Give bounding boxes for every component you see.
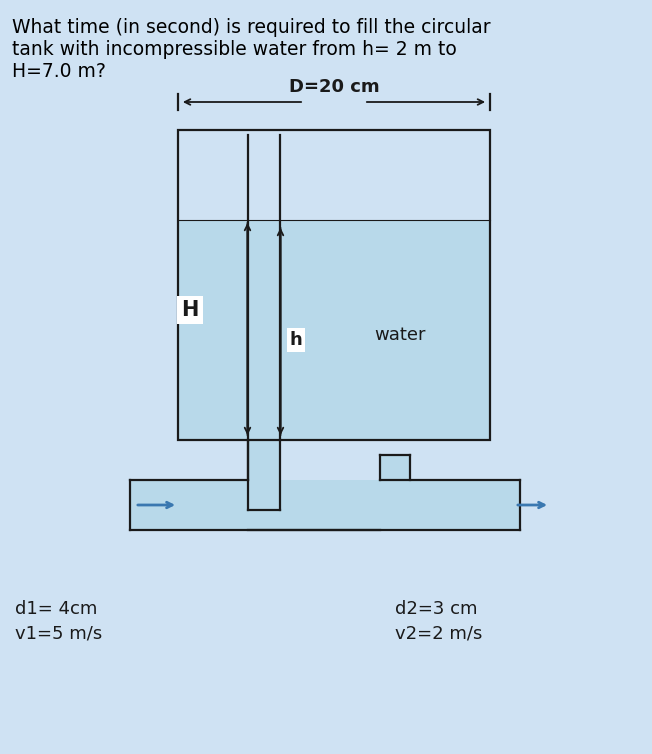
Text: d1= 4cm
v1=5 m/s: d1= 4cm v1=5 m/s — [15, 600, 102, 643]
Bar — [380, 455, 410, 480]
Bar — [130, 480, 248, 530]
Text: d2=3 cm
v2=2 m/s: d2=3 cm v2=2 m/s — [395, 600, 482, 643]
Text: What time (in second) is required to fill the circular
tank with incompressible : What time (in second) is required to fil… — [12, 18, 490, 81]
Text: H: H — [181, 300, 199, 320]
Text: water: water — [374, 326, 426, 344]
Bar — [248, 440, 280, 510]
Text: D=20 cm: D=20 cm — [289, 78, 379, 96]
Bar — [178, 220, 490, 440]
Bar — [380, 480, 520, 530]
Bar — [248, 480, 380, 530]
Text: h: h — [289, 331, 303, 349]
Bar — [178, 130, 490, 440]
